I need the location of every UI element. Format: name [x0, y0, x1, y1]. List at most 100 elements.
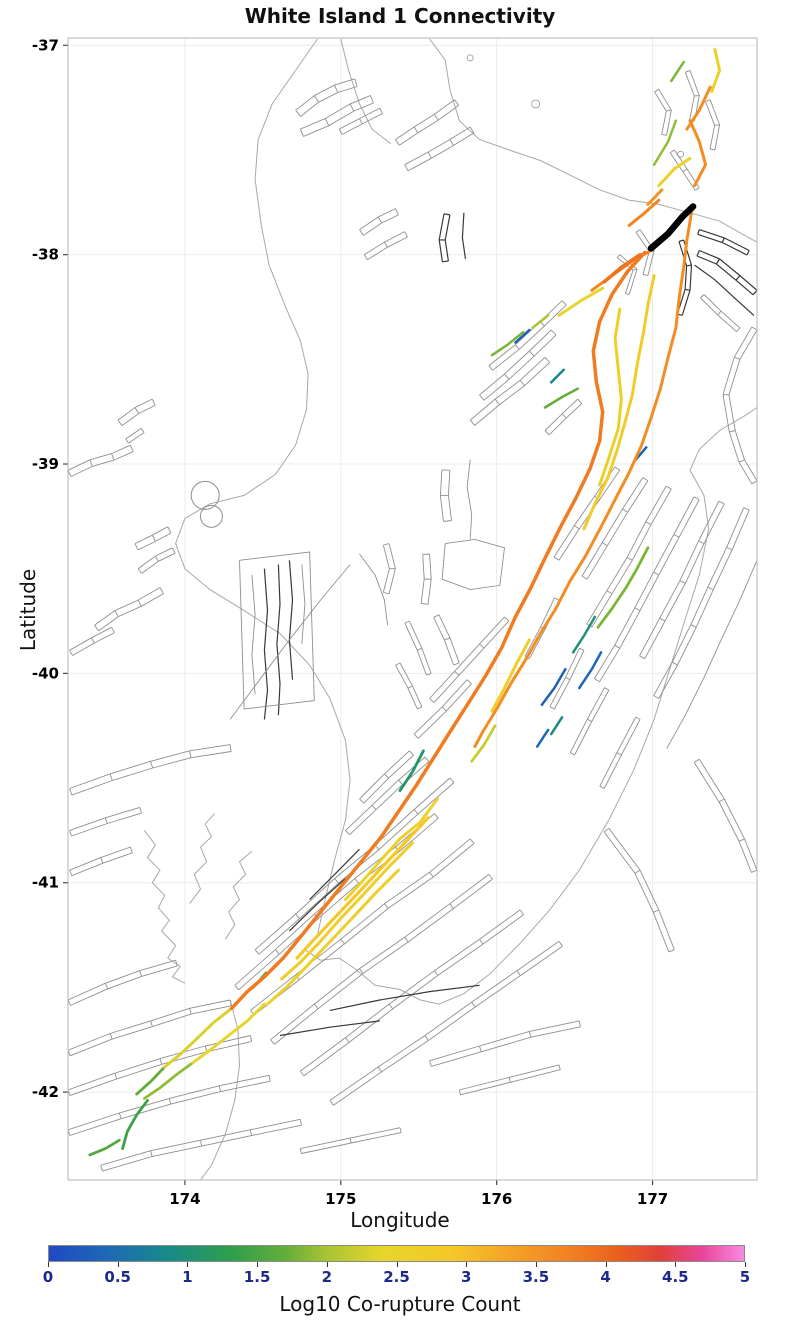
gray-fault-trace: [288, 878, 346, 932]
gray-fault-trace: [420, 553, 432, 605]
corupture-fault-trace: [344, 797, 439, 901]
corupture-fault-trace: [121, 1099, 149, 1150]
corupture-fault-trace: [163, 1006, 234, 1069]
gray-fault-trace: [666, 560, 757, 749]
gray-fault-trace: [684, 69, 700, 122]
coastline: [175, 38, 351, 951]
corupture-fault-trace: [602, 252, 642, 284]
colorbar-tick-mark: [605, 1262, 607, 1267]
colorbar-tick-label: 5: [739, 1268, 751, 1286]
gray-fault-trace: [68, 999, 232, 1057]
gray-fault-trace: [549, 647, 585, 710]
gray-fault-trace: [439, 469, 452, 522]
gray-fault-trace: [229, 564, 351, 720]
gray-fault-trace: [309, 848, 360, 900]
gray-fault-trace: [404, 620, 432, 676]
gray-fault-trace: [697, 229, 750, 256]
gray-fault-trace: [700, 294, 741, 333]
gray-fault-trace: [654, 88, 672, 136]
colorbar-tick-label: 3: [460, 1268, 472, 1286]
y-tick-label: -42: [32, 1083, 59, 1101]
gray-fault-trace: [299, 909, 524, 1077]
gray-fault-trace: [438, 213, 451, 263]
gray-fault-trace: [395, 99, 460, 146]
gray-fault-trace: [100, 1118, 302, 1172]
gray-fault-trace: [461, 212, 467, 259]
gray-fault-trace: [586, 485, 672, 628]
y-tick-label: -37: [32, 36, 59, 54]
colorbar-label: Log10 Co-rupture Count: [279, 1292, 521, 1316]
gray-fault-trace: [279, 1020, 380, 1037]
gray-fault-trace: [488, 300, 567, 371]
corupture-fault-trace: [280, 841, 414, 981]
colorbar-tick-label: 3.5: [522, 1268, 550, 1286]
colorbar-tick-mark: [535, 1262, 537, 1267]
corupture-fault-trace: [540, 667, 567, 707]
gray-fault-trace: [276, 564, 281, 716]
gray-fault-trace: [134, 526, 172, 551]
gray-fault-trace: [458, 1064, 561, 1096]
coastline: [143, 830, 186, 984]
y-tick-label: -39: [32, 455, 59, 473]
corupture-fault-trace: [670, 60, 685, 83]
gray-fault-trace: [329, 984, 480, 1011]
corupture-fault-trace: [191, 1002, 266, 1065]
corupture-fault-trace: [598, 307, 623, 487]
gray-fault-trace: [524, 597, 560, 660]
colorbar-tick-mark: [48, 1262, 49, 1267]
plot-frame: [67, 37, 758, 1181]
gray-fault-trace: [382, 543, 396, 595]
gray-fault-trace: [94, 587, 164, 632]
gray-fault-trace: [363, 231, 408, 261]
gray-fault-trace: [722, 326, 757, 485]
gray-fault-trace: [603, 827, 675, 953]
corupture-fault-trace: [578, 651, 603, 690]
colorbar-tick-mark: [675, 1262, 677, 1267]
gray-fault-trace: [669, 149, 700, 191]
coastline: [429, 38, 757, 243]
gray-fault-trace: [239, 551, 315, 710]
gray-fault-trace: [705, 99, 721, 151]
x-axis-label: Longitude: [350, 1208, 450, 1232]
gray-fault-trace: [68, 959, 178, 1006]
corupture-fault-trace: [596, 546, 650, 629]
corupture-fault-trace: [549, 368, 565, 384]
gray-fault-trace: [137, 547, 176, 574]
colorbar-tick-label: 0: [42, 1268, 54, 1286]
gray-fault-trace: [466, 459, 473, 540]
coastline: [224, 850, 253, 940]
island-outline: [466, 54, 474, 62]
fault-circle: [199, 504, 223, 528]
colorbar-tick-label: 4: [600, 1268, 611, 1286]
corupture-fault-trace: [470, 724, 497, 763]
map-plot: 174 175 176 177 -37 -38 -39 -40 -41 -42: [32, 36, 758, 1208]
gray-fault-trace: [69, 806, 142, 837]
gray-fault-trace: [594, 496, 700, 683]
corupture-fault-trace: [582, 274, 656, 531]
gray-fault-trace: [295, 78, 358, 117]
y-tick-label: -41: [32, 874, 59, 892]
gray-fault-trace: [270, 874, 493, 1045]
gray-fault-trace: [569, 687, 610, 756]
corupture-fault-trace: [646, 188, 664, 206]
corupture-fault-trace: [549, 716, 564, 736]
gray-fault-trace: [599, 716, 641, 789]
colorbar-tick-label: 2.5: [383, 1268, 410, 1286]
gray-fault-trace: [433, 614, 460, 666]
colorbar-tick-mark: [257, 1262, 259, 1267]
colorbar-tick-label: 0.5: [104, 1268, 131, 1286]
gray-fault-trace: [359, 553, 389, 626]
gray-fault-trace: [639, 500, 725, 660]
coastline: [304, 407, 757, 1005]
gray-fault-trace: [263, 568, 269, 720]
colorbar-tick-mark: [326, 1262, 328, 1267]
colorbar-tick-mark: [187, 1262, 189, 1267]
colorbar-tick-mark: [466, 1262, 468, 1267]
chart-title: White Island 1 Connectivity: [244, 4, 556, 28]
corupture-fault-trace: [571, 615, 597, 654]
x-tick-label: 174: [169, 1190, 200, 1208]
gray-fault-trace: [69, 626, 115, 656]
gray-fault-trace: [299, 1127, 402, 1154]
colorbar-tick-label: 2: [321, 1268, 333, 1286]
